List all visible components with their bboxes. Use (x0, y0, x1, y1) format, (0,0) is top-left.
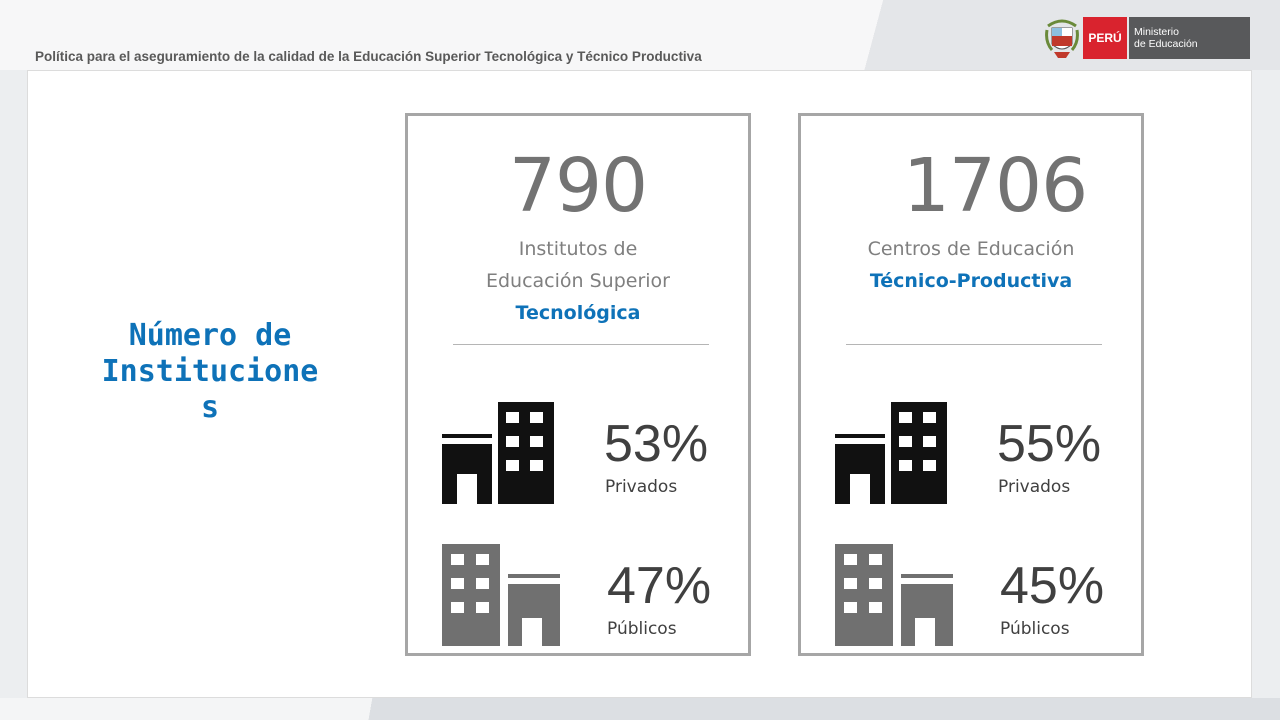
ministry-label: Ministerio de Educación (1129, 17, 1250, 59)
stat-card-centers: 1706 Centros de Educación Técnico-Produc… (798, 113, 1144, 656)
ministry-line-2: de Educación (1134, 38, 1198, 50)
card-description-line-1: Institutos de (518, 238, 638, 260)
private-percentage: 55% (997, 415, 1102, 473)
document-title: Política para el aseguramiento de la cal… (35, 49, 702, 64)
footer-background (0, 698, 1280, 720)
card-description-line-2: Educación Superior (485, 270, 670, 292)
section-title: Número de Institucione s (60, 318, 360, 426)
public-percentage: 47% (607, 557, 712, 615)
total-count: 1706 (902, 143, 1088, 229)
ministry-logo: PERÚ Ministerio de Educación (1044, 16, 1252, 60)
ministry-line-1: Ministerio (1134, 26, 1179, 38)
private-building-icon (835, 402, 947, 504)
private-percentage: 53% (604, 415, 709, 473)
public-percentage: 45% (1000, 557, 1105, 615)
peru-label: PERÚ (1083, 17, 1127, 59)
section-title-line-1: Número de (128, 318, 292, 353)
divider (453, 344, 709, 345)
private-building-icon (442, 402, 554, 504)
card-description-accent: Tecnológica (515, 302, 641, 324)
coat-of-arms-icon (1045, 19, 1079, 58)
card-description-accent: Técnico-Productiva (869, 270, 1073, 292)
section-title-line-2: Institucione (101, 354, 319, 389)
section-title-line-3: s (200, 390, 220, 425)
public-building-icon (835, 544, 953, 646)
total-count: 790 (508, 143, 648, 229)
public-label: Públicos (1000, 619, 1070, 639)
private-label: Privados (998, 477, 1071, 497)
stat-card-institutes: 790 Institutos de Educación Superior Tec… (405, 113, 751, 656)
divider (846, 344, 1102, 345)
card-description-line-1: Centros de Educación (867, 238, 1075, 260)
public-building-icon (442, 544, 560, 646)
public-label: Públicos (607, 619, 677, 639)
private-label: Privados (605, 477, 678, 497)
